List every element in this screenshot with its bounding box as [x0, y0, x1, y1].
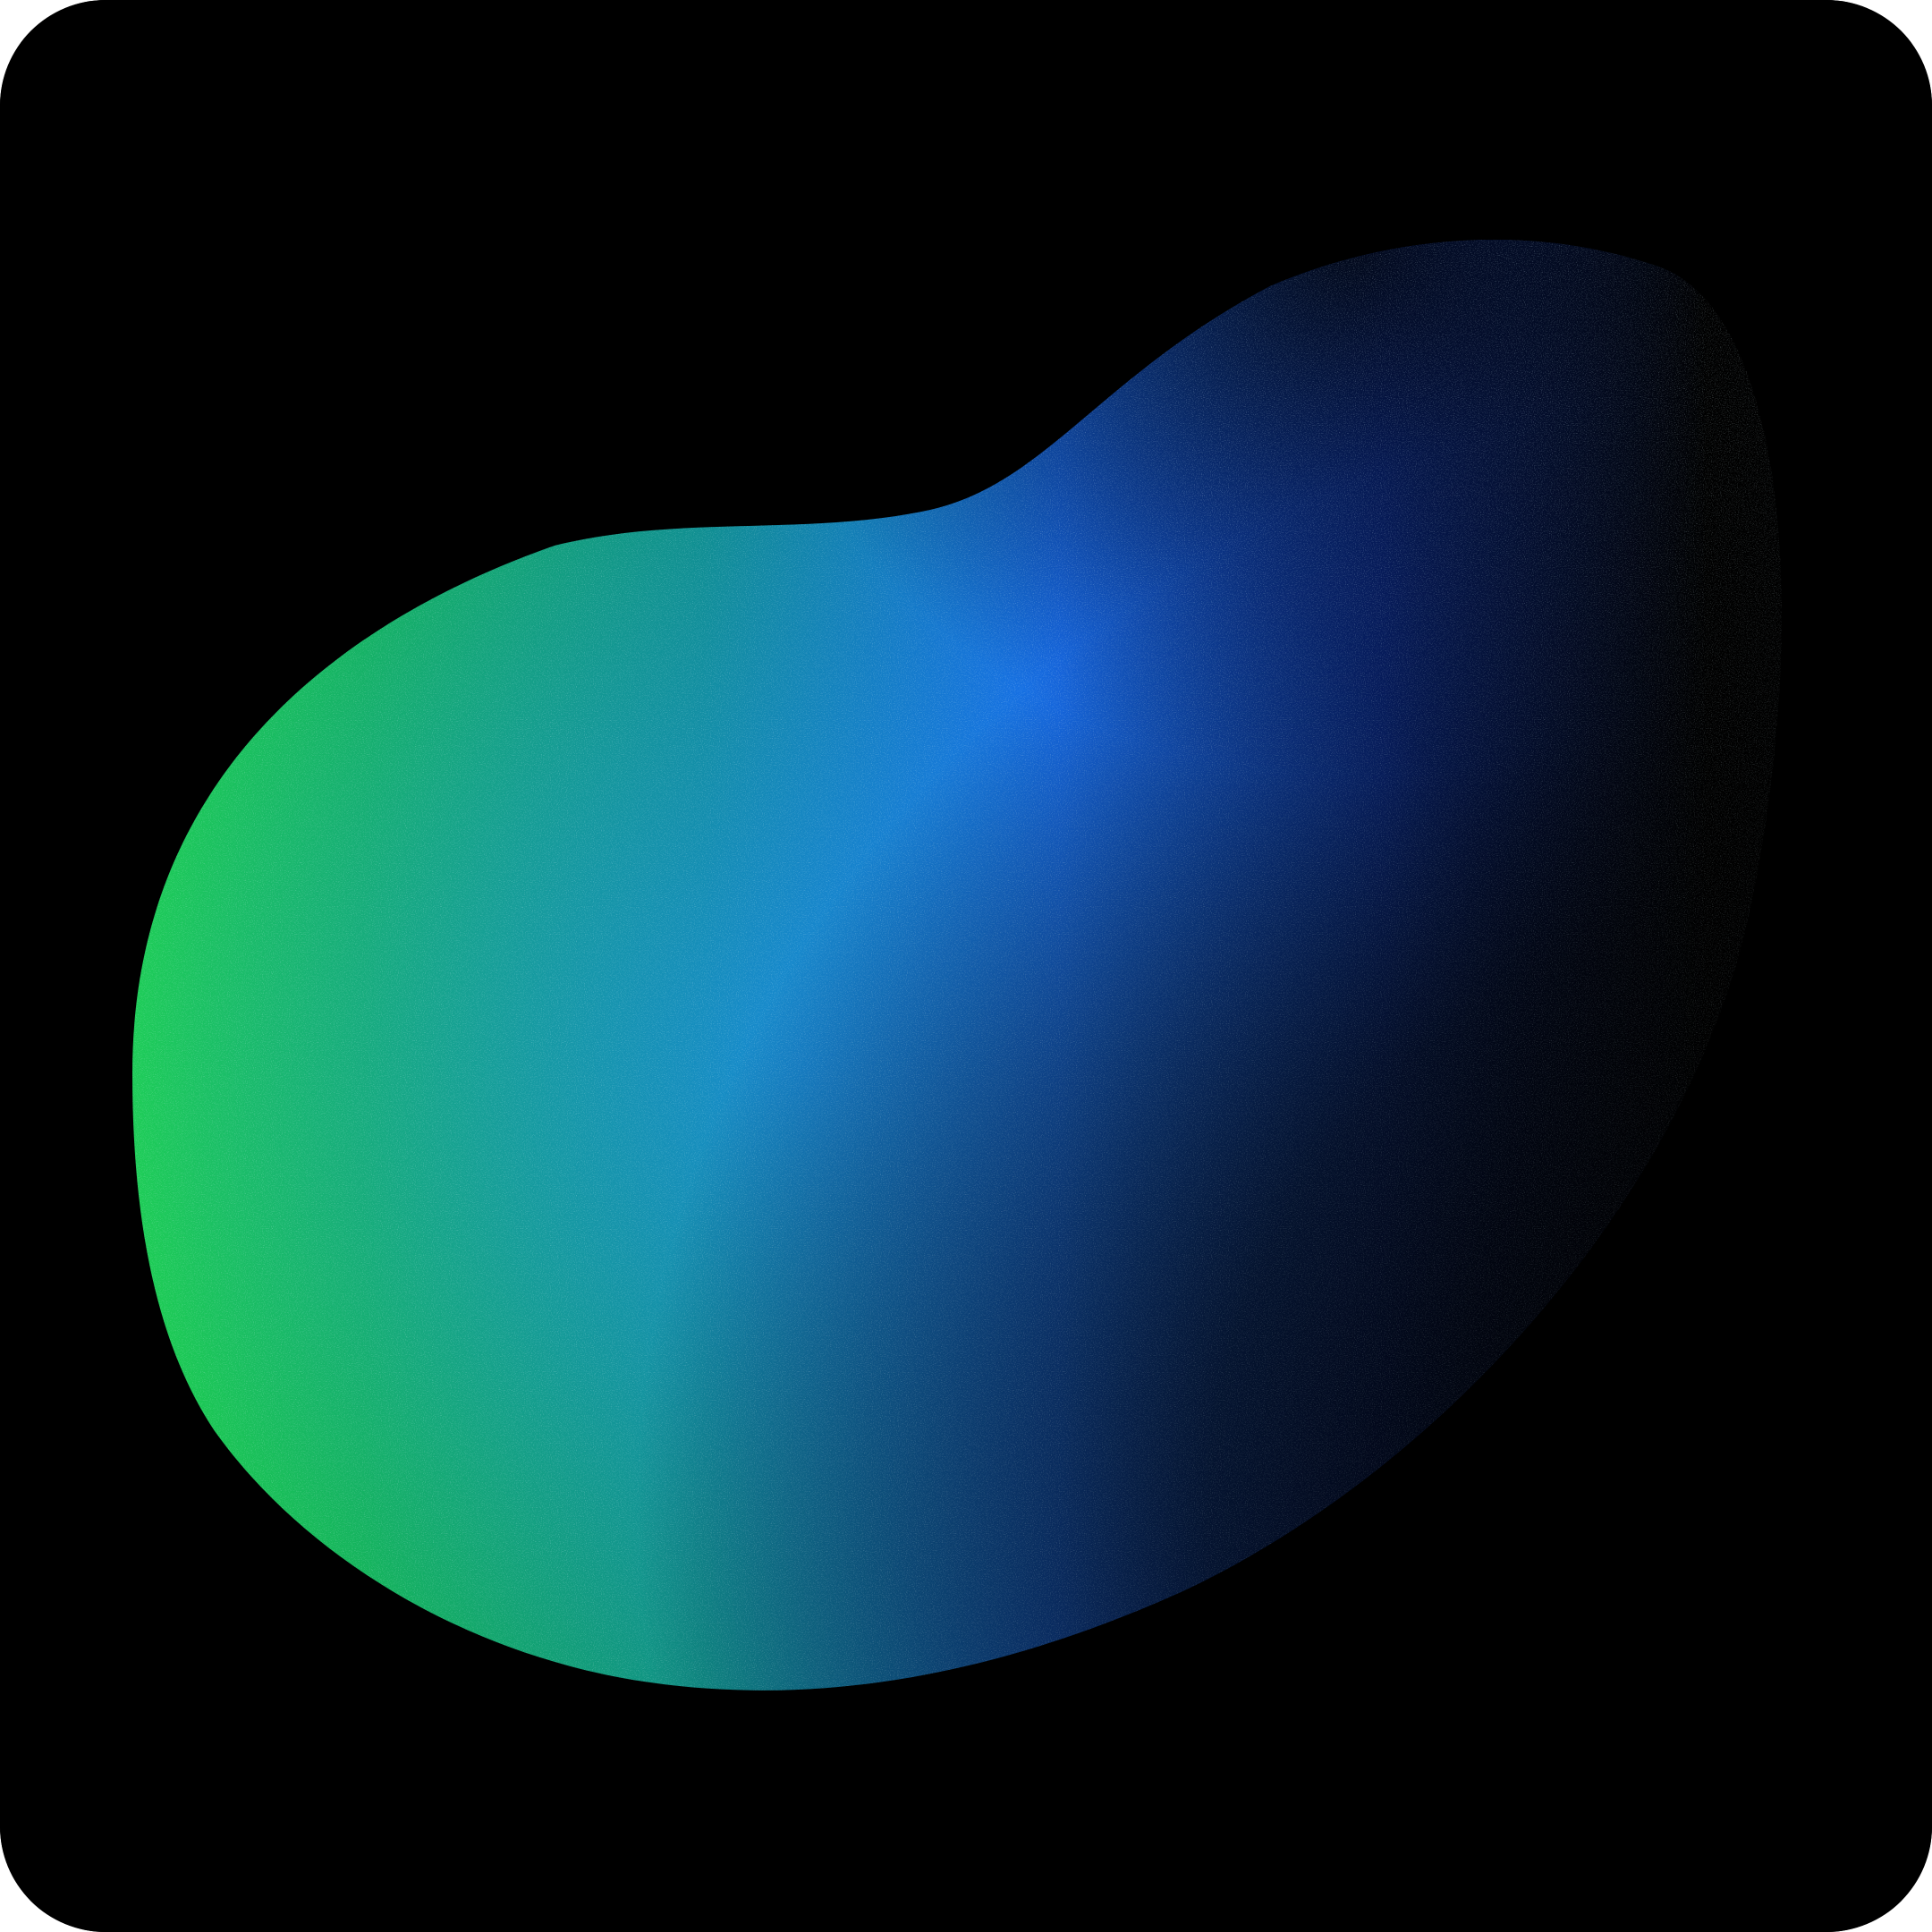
artwork-frame [0, 0, 1932, 1932]
gradient-blob-artwork [132, 239, 1782, 1690]
